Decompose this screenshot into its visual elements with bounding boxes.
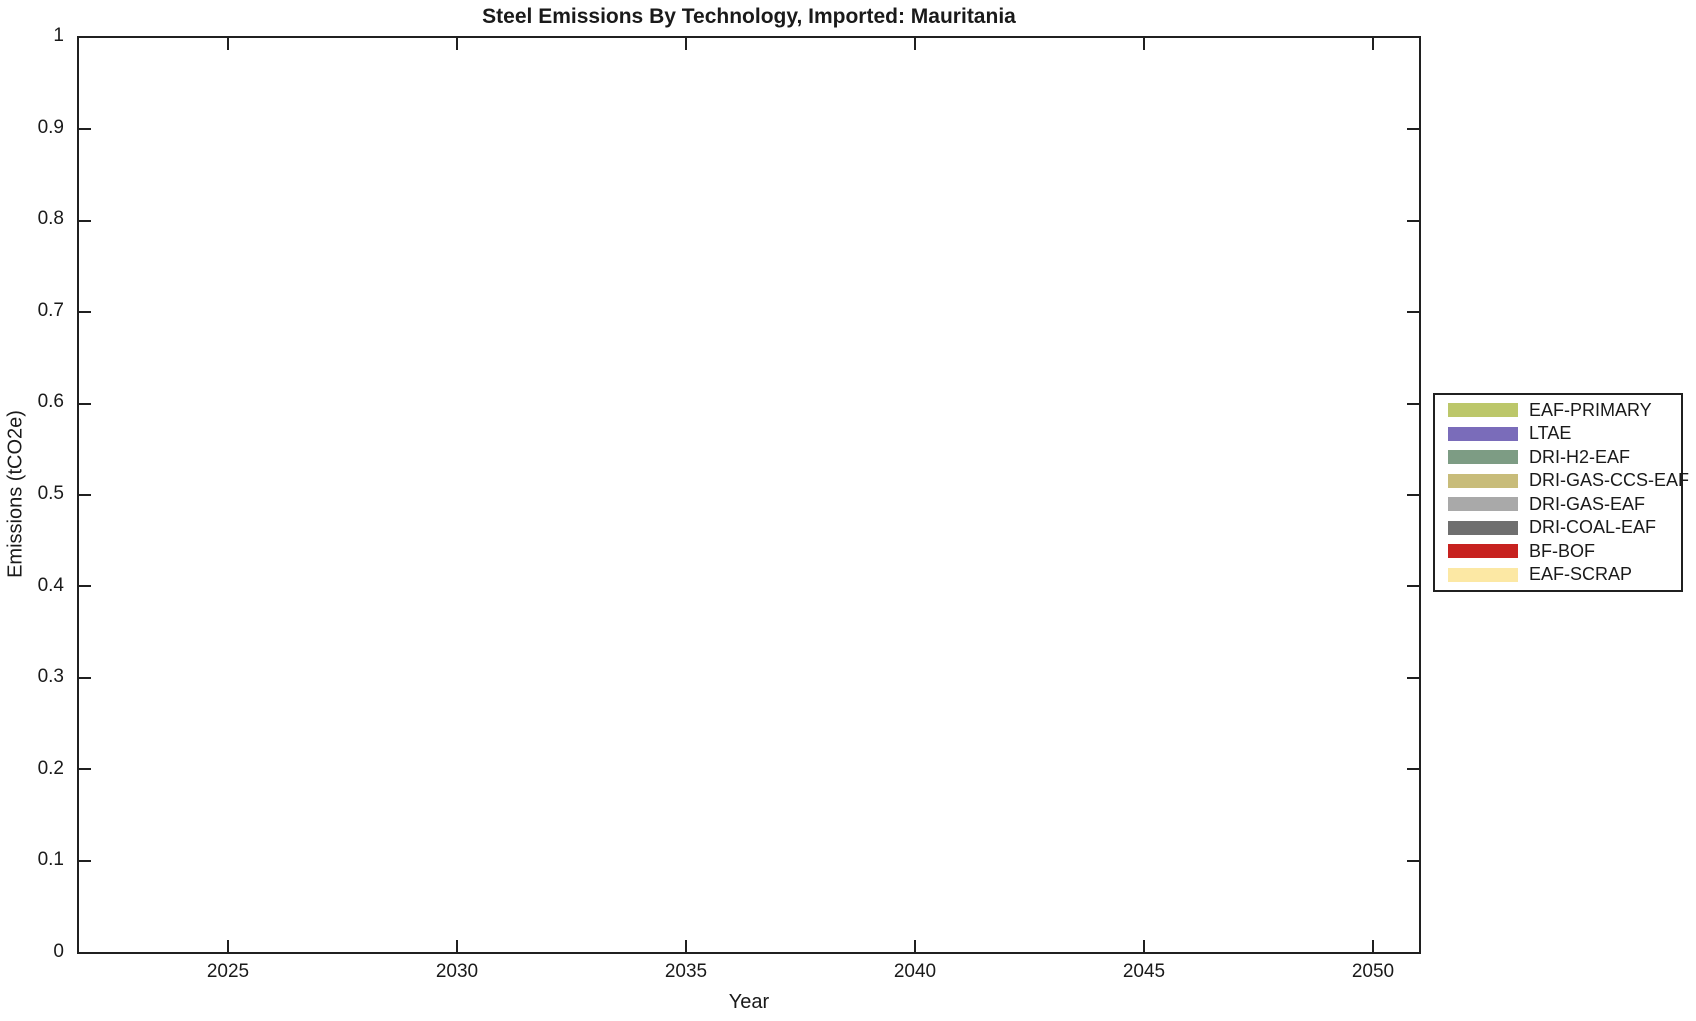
x-tick-mark	[1372, 38, 1375, 50]
legend: EAF-PRIMARY LTAE DRI-H2-EAF DRI-GAS-CCS-…	[1433, 393, 1689, 592]
y-tick-label: 1	[53, 25, 64, 46]
y-tick-mark	[79, 494, 91, 496]
legend-entry: LTAE	[1435, 423, 1681, 445]
y-tick-mark	[1407, 494, 1419, 496]
y-axis-label: Emissions (tCO2e)	[4, 410, 27, 578]
x-tick-mark	[227, 940, 229, 952]
y-tick-mark	[79, 402, 91, 405]
y-tick-mark	[1407, 859, 1419, 862]
y-tick-mark	[1407, 219, 1419, 222]
y-tick-label: 0.6	[37, 391, 64, 413]
y-tick-mark	[79, 128, 91, 131]
y-tick-mark	[79, 311, 91, 314]
y-tick-mark	[79, 219, 91, 222]
legend-entry: DRI-GAS-CCS-EAF	[1435, 470, 1689, 492]
y-tick-mark	[79, 676, 91, 679]
x-axis-label: Year	[728, 991, 770, 1013]
x-tick-mark	[227, 38, 229, 50]
y-tick-label: 0.9	[37, 116, 64, 138]
legend-entry: DRI-GAS-EAF	[1435, 493, 1681, 515]
legend-swatch	[1448, 426, 1518, 441]
legend-swatch	[1448, 473, 1518, 488]
y-tick-label: 0.5	[37, 483, 64, 504]
x-tick-mark	[914, 38, 917, 50]
legend-swatch	[1448, 544, 1518, 559]
y-tick-label: 0.1	[37, 849, 64, 871]
legend-swatch	[1448, 520, 1518, 535]
x-tick-label: 2035	[664, 961, 708, 982]
y-tick-mark	[1407, 402, 1419, 405]
x-tick-label: 2045	[1122, 961, 1166, 982]
y-tick-mark	[1407, 128, 1419, 131]
legend-label: DRI-GAS-CCS-EAF	[1529, 470, 1690, 491]
legend-label: BF-BOF	[1529, 540, 1595, 561]
y-tick-mark	[79, 859, 91, 862]
x-tick-label: 2040	[893, 961, 937, 982]
y-tick-label: 0.4	[37, 574, 64, 596]
legend-label: EAF-PRIMARY	[1529, 399, 1652, 420]
legend-swatch	[1448, 567, 1518, 582]
plot-area	[77, 36, 1421, 954]
x-tick-label: 2025	[206, 961, 250, 982]
legend-swatch	[1448, 403, 1518, 418]
y-tick-mark	[79, 585, 91, 588]
y-tick-label: 0.2	[37, 757, 64, 779]
legend-entry: EAF-PRIMARY	[1435, 399, 1681, 421]
y-tick-label: 0.3	[37, 666, 64, 688]
x-tick-mark	[685, 940, 688, 952]
y-tick-mark	[1407, 585, 1419, 588]
x-tick-mark	[914, 940, 917, 952]
legend-swatch	[1448, 497, 1518, 512]
x-tick-label: 2030	[435, 961, 479, 982]
y-tick-mark	[1407, 768, 1419, 771]
x-tick-label: 2050	[1351, 961, 1395, 982]
y-tick-mark	[1407, 311, 1419, 314]
legend-label: EAF-SCRAP	[1529, 564, 1633, 584]
x-tick-mark	[456, 38, 458, 50]
x-tick-mark	[456, 940, 458, 952]
x-tick-mark	[1143, 940, 1146, 952]
legend-entry: DRI-H2-EAF	[1435, 446, 1681, 468]
legend-label: DRI-GAS-EAF	[1529, 493, 1646, 514]
x-tick-mark	[1372, 940, 1375, 952]
y-tick-mark	[79, 768, 91, 771]
y-tick-label: 0	[53, 941, 64, 962]
legend-label: DRI-H2-EAF	[1529, 446, 1631, 467]
chart-title: Steel Emissions By Technology, Imported:…	[482, 5, 1016, 28]
legend-entry: DRI-COAL-EAF	[1435, 517, 1681, 539]
y-tick-label: 0.8	[37, 208, 64, 230]
x-tick-mark	[1143, 38, 1146, 50]
y-tick-label: 0.7	[37, 299, 64, 321]
y-tick-mark	[1407, 676, 1419, 679]
legend-label: DRI-COAL-EAF	[1529, 517, 1657, 538]
legend-entry: EAF-SCRAP	[1435, 564, 1681, 586]
x-tick-mark	[685, 38, 688, 50]
legend-label: LTAE	[1529, 423, 1572, 444]
legend-entry: BF-BOF	[1435, 540, 1681, 562]
legend-swatch	[1448, 450, 1518, 465]
